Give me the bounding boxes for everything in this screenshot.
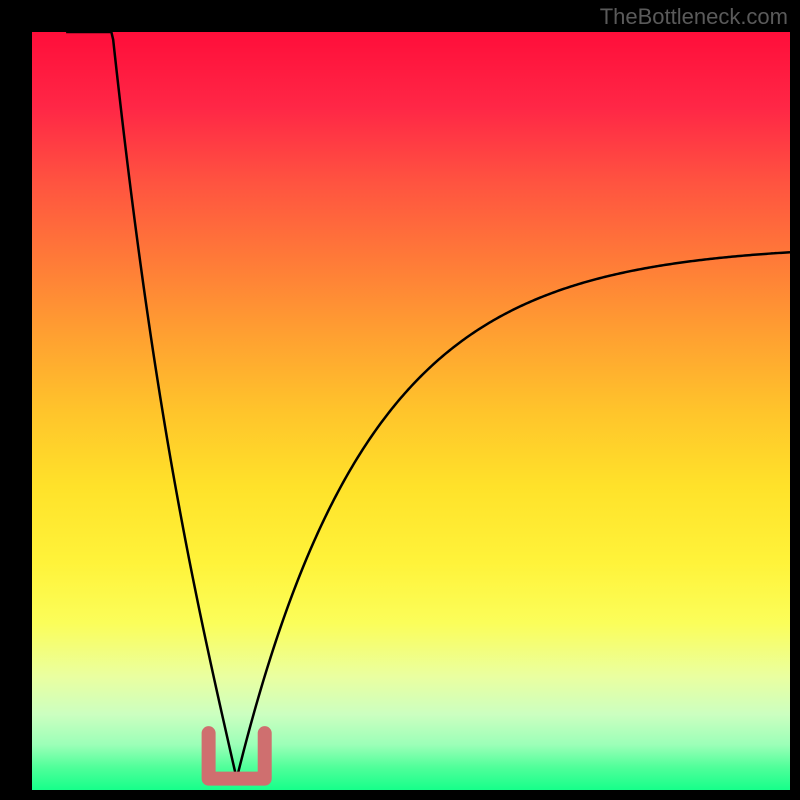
bottleneck-curve <box>66 32 790 777</box>
attribution-text: TheBottleneck.com <box>600 4 788 30</box>
curve-overlay <box>0 0 800 800</box>
optimum-marker <box>209 733 265 778</box>
